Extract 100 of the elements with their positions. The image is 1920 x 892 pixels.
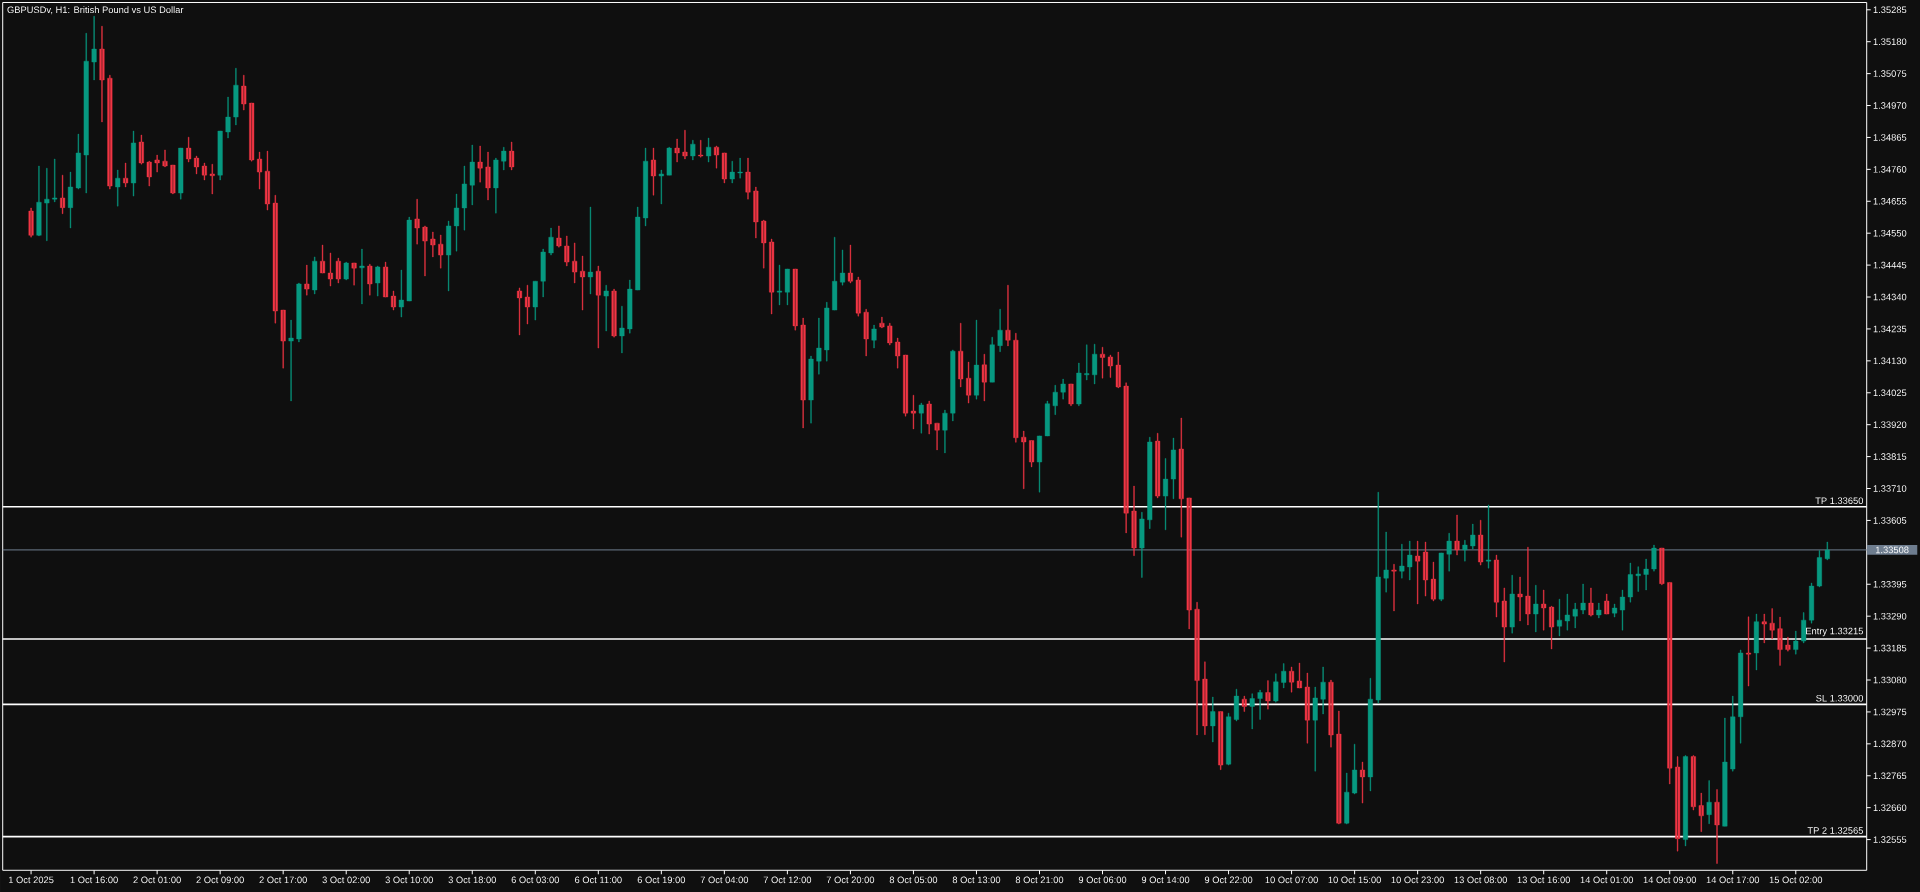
candlestick <box>1202 661 1208 735</box>
candlestick <box>981 353 987 402</box>
x-tick-label: 6 Oct 19:00 <box>637 876 686 884</box>
candlestick <box>706 137 712 163</box>
candlestick <box>1446 533 1452 572</box>
y-tick-label: 1.33080 <box>1873 676 1907 684</box>
candlestick <box>36 165 42 237</box>
candlestick <box>532 281 538 321</box>
candlestick <box>1399 543 1405 579</box>
y-tick-label: 1.34550 <box>1873 229 1907 237</box>
y-tick-label: 1.34445 <box>1873 261 1907 269</box>
candlestick <box>1194 601 1200 736</box>
y-tick-label: 1.33815 <box>1873 453 1907 460</box>
candlestick <box>792 268 798 331</box>
candlestick <box>1320 666 1326 715</box>
candlestick <box>44 167 50 241</box>
candlestick <box>1423 541 1429 597</box>
candlestick <box>1123 382 1129 534</box>
candlestick <box>619 305 625 354</box>
candlestick <box>855 276 861 317</box>
x-tick-label: 10 Oct 15:00 <box>1328 876 1381 884</box>
candlestick <box>1241 695 1247 712</box>
y-tick-label: 1.33290 <box>1873 612 1907 620</box>
candlestick <box>1564 593 1570 631</box>
x-tick-label: 10 Oct 07:00 <box>1265 876 1318 884</box>
candlestick <box>548 227 554 256</box>
x-tick-label: 7 Oct 12:00 <box>763 876 812 884</box>
candlestick <box>517 287 523 336</box>
candlestick <box>1549 605 1555 650</box>
candlestick <box>564 235 570 267</box>
candlestick <box>745 157 751 200</box>
candlestick <box>1147 436 1153 529</box>
candlestick <box>509 141 515 171</box>
candlestick <box>1816 550 1822 588</box>
y-tick-label: 1.34130 <box>1873 357 1907 365</box>
candlestick <box>1036 435 1042 493</box>
candlestick <box>123 162 129 188</box>
candlestick <box>1722 717 1728 827</box>
chart-title: GBPUSDv, H1: British Pound vs US Dollar <box>7 6 184 15</box>
candlestick <box>1107 354 1113 378</box>
candlestick <box>1407 540 1413 581</box>
candlestick <box>83 32 89 194</box>
candlestick <box>1470 523 1476 550</box>
x-tick-label: 8 Oct 05:00 <box>889 876 938 884</box>
candlestick <box>556 225 562 248</box>
candlestick <box>280 309 286 369</box>
candlestick <box>587 206 593 295</box>
candlestick <box>430 231 436 258</box>
candlestick <box>1769 608 1775 640</box>
candlestick <box>1021 430 1027 490</box>
candlestick <box>627 279 633 334</box>
candlestick <box>28 207 34 238</box>
candlestick <box>1809 582 1815 624</box>
candlestick <box>635 206 641 291</box>
candlestick <box>146 160 152 187</box>
candlestick <box>761 219 767 269</box>
candlestick <box>966 361 972 404</box>
candlestick <box>1517 576 1523 622</box>
candlestick <box>1218 711 1224 770</box>
y-tick-label: 1.35285 <box>1873 6 1907 14</box>
candlestick <box>351 262 357 286</box>
candlestick <box>1289 666 1295 693</box>
candlestick <box>650 147 656 196</box>
candlestick <box>1296 662 1302 689</box>
x-tick-label: 8 Oct 21:00 <box>1015 876 1064 884</box>
candlestick <box>997 308 1003 352</box>
candlestick <box>1651 544 1657 572</box>
candlestick <box>1501 587 1507 663</box>
candlestick <box>1698 792 1704 832</box>
candlestick <box>1738 649 1744 744</box>
y-tick-label: 1.34655 <box>1873 197 1907 205</box>
candlestick <box>1352 743 1358 795</box>
candlestick <box>288 319 294 402</box>
candlestick <box>186 136 192 163</box>
candlestick <box>406 216 412 302</box>
candlestick <box>729 160 735 184</box>
y-tick-label: 1.34235 <box>1873 325 1907 333</box>
x-tick-label: 9 Oct 22:00 <box>1204 876 1253 884</box>
candlestick <box>1084 344 1090 381</box>
candlestick <box>390 290 396 311</box>
candlestick <box>1493 554 1499 618</box>
y-tick-label: 1.33605 <box>1873 517 1907 524</box>
x-tick-label: 3 Oct 18:00 <box>448 876 497 884</box>
x-tick-label: 14 Oct 01:00 <box>1580 876 1634 884</box>
x-tick-label: 14 Oct 17:00 <box>1706 876 1760 884</box>
candlestick <box>1627 562 1633 603</box>
candlestick <box>264 150 270 211</box>
candlestick <box>1635 566 1641 592</box>
candlestick <box>1438 552 1444 602</box>
candlestick <box>107 74 113 190</box>
candlestick <box>343 261 349 281</box>
candlestick <box>934 422 940 451</box>
candlestick <box>1478 519 1484 566</box>
y-tick-label: 1.34865 <box>1873 134 1907 141</box>
candlestick <box>1556 598 1562 637</box>
candlestick <box>1029 440 1035 468</box>
candlestick <box>1454 514 1460 556</box>
candlestick <box>1163 458 1169 531</box>
candlestick <box>461 165 467 231</box>
candlestick <box>1415 540 1421 605</box>
